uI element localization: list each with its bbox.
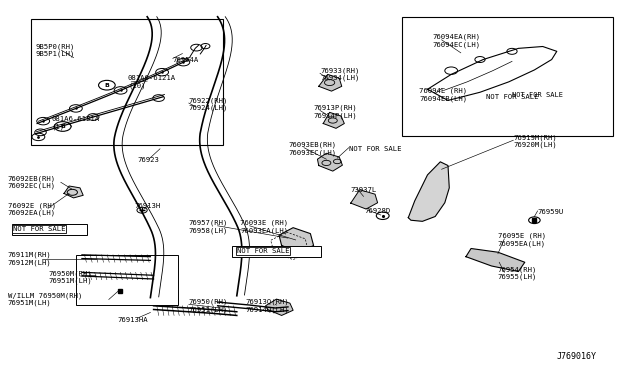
Text: 081A6-6121A
(1): 081A6-6121A (1): [51, 116, 99, 129]
Text: 76954(RH)
76955(LH): 76954(RH) 76955(LH): [498, 266, 538, 280]
Text: 76095E (RH)
76095EA(LH): 76095E (RH) 76095EA(LH): [498, 233, 546, 247]
Polygon shape: [317, 153, 342, 171]
Text: 76913H: 76913H: [134, 203, 161, 209]
Text: 9B5P0(RH)
9B5P1(LH): 9B5P0(RH) 9B5P1(LH): [35, 43, 75, 57]
Text: W/ILLM 76950M(RH)
76951M(LH): W/ILLM 76950M(RH) 76951M(LH): [8, 292, 82, 307]
Text: 76913HA: 76913HA: [117, 317, 148, 323]
Polygon shape: [279, 228, 314, 252]
Polygon shape: [351, 190, 378, 209]
Text: NOT FOR SALE: NOT FOR SALE: [13, 226, 65, 232]
Text: 76954A: 76954A: [173, 57, 199, 62]
Polygon shape: [466, 248, 525, 272]
Text: NOT FOR SALE: NOT FOR SALE: [237, 248, 289, 254]
Text: 76959U: 76959U: [538, 209, 564, 215]
Bar: [12, 224, 87, 235]
Bar: [402, 17, 613, 136]
Text: NOT FOR SALE: NOT FOR SALE: [486, 94, 539, 100]
Text: 76957(RH)
76958(LH): 76957(RH) 76958(LH): [189, 220, 228, 234]
Text: 76094E (RH)
76094EB(LH): 76094E (RH) 76094EB(LH): [419, 88, 467, 102]
Bar: [76, 255, 178, 305]
Bar: [31, 19, 223, 145]
Text: 081A6-6121A
(10): 081A6-6121A (10): [128, 75, 176, 89]
Text: 76093E (RH)
76093EA(LH): 76093E (RH) 76093EA(LH): [240, 220, 288, 234]
Polygon shape: [428, 46, 557, 100]
Text: 76911M(RH)
76912M(LH): 76911M(RH) 76912M(LH): [8, 251, 51, 266]
Text: 73937L: 73937L: [351, 187, 377, 193]
Text: 76928D: 76928D: [365, 208, 391, 214]
Text: 76922(RH)
76924(LH): 76922(RH) 76924(LH): [189, 97, 228, 111]
Text: 76913Q(RH)
76914Q(LH): 76913Q(RH) 76914Q(LH): [245, 299, 289, 313]
Text: 76950M(RH)
76951M(LH): 76950M(RH) 76951M(LH): [48, 270, 92, 284]
Text: 76933(RH)
76934(LH): 76933(RH) 76934(LH): [320, 67, 360, 81]
Text: 76093EB(RH)
76093EC(LH): 76093EB(RH) 76093EC(LH): [288, 142, 336, 156]
Text: 76092EB(RH)
76092EC(LH): 76092EB(RH) 76092EC(LH): [8, 175, 56, 189]
Polygon shape: [64, 186, 83, 198]
Polygon shape: [319, 74, 342, 91]
Text: NOT FOR SALE: NOT FOR SALE: [512, 92, 563, 98]
Text: J769016Y: J769016Y: [557, 352, 596, 361]
Text: NOT FOR SALE: NOT FOR SALE: [349, 146, 401, 152]
Text: 76950(RH)
76951(LH): 76950(RH) 76951(LH): [189, 299, 228, 313]
Bar: [232, 246, 321, 257]
Polygon shape: [266, 299, 293, 315]
Text: 76923: 76923: [138, 157, 159, 163]
Text: 76092E (RH)
76092EA(LH): 76092E (RH) 76092EA(LH): [8, 202, 56, 216]
Text: B: B: [104, 83, 109, 88]
Polygon shape: [323, 112, 344, 128]
Text: 76094EA(RH)
76094EC(LH): 76094EA(RH) 76094EC(LH): [432, 34, 480, 48]
Text: 76913P(RH)
76914P(LH): 76913P(RH) 76914P(LH): [314, 105, 357, 119]
Text: 76919M(RH)
76920M(LH): 76919M(RH) 76920M(LH): [513, 134, 557, 148]
Text: B: B: [60, 124, 65, 129]
Polygon shape: [408, 162, 449, 221]
